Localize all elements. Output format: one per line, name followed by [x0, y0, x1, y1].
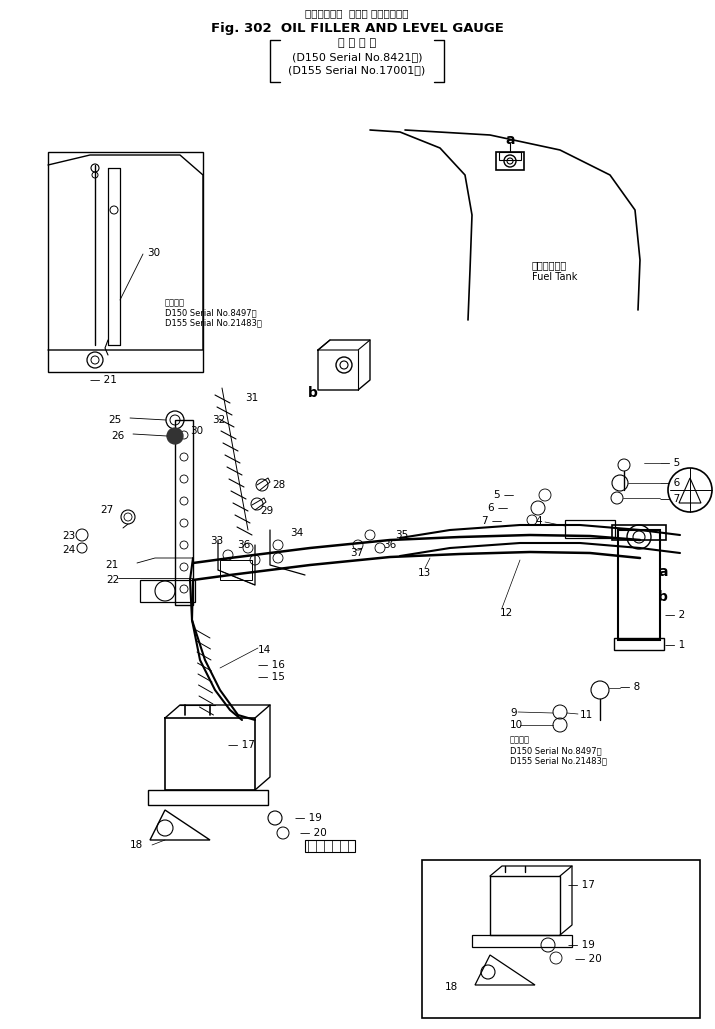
Text: 18: 18	[445, 982, 458, 992]
Bar	[612, 525, 666, 540]
Text: b: b	[308, 386, 318, 400]
Text: a: a	[658, 565, 668, 579]
Text: 26: 26	[111, 431, 124, 441]
Circle shape	[167, 428, 183, 443]
Text: 35: 35	[395, 530, 408, 540]
Text: 11: 11	[580, 710, 593, 720]
Bar	[565, 520, 615, 538]
Text: 6 —: 6 —	[488, 503, 508, 513]
Text: b: b	[658, 590, 668, 604]
Text: オイルフィラ  および レベルゲージ: オイルフィラ および レベルゲージ	[305, 8, 409, 17]
Text: 25: 25	[108, 415, 122, 425]
Text: 12: 12	[500, 608, 513, 618]
Text: 29: 29	[260, 506, 273, 516]
Text: — 1: — 1	[665, 640, 685, 650]
Bar	[148, 790, 268, 805]
Text: D155 Serial No.21483～: D155 Serial No.21483～	[510, 756, 607, 765]
Bar	[422, 860, 700, 1018]
Text: 32: 32	[212, 415, 225, 425]
Text: D155 Serial No.21483～: D155 Serial No.21483～	[165, 318, 262, 327]
Text: 30: 30	[190, 426, 203, 436]
Text: — 17: — 17	[568, 880, 595, 890]
Text: D150 Serial No.8497－: D150 Serial No.8497－	[165, 308, 257, 317]
Text: — 15: — 15	[258, 672, 285, 682]
Text: 36: 36	[237, 540, 250, 549]
Text: — 19: — 19	[568, 941, 595, 950]
Text: — 16: — 16	[258, 660, 285, 670]
Bar	[175, 420, 193, 605]
Text: 4: 4	[535, 516, 542, 526]
Text: 27: 27	[100, 505, 113, 514]
Text: 21: 21	[105, 560, 118, 570]
Text: — 5: — 5	[660, 458, 680, 468]
Text: 18: 18	[130, 840, 143, 850]
Text: (D155 Serial No.17001〜): (D155 Serial No.17001〜)	[288, 65, 425, 75]
Text: (D150 Serial No.8421〜): (D150 Serial No.8421〜)	[292, 52, 423, 62]
Bar	[220, 560, 252, 580]
Text: 31: 31	[245, 393, 258, 403]
Bar	[48, 152, 203, 372]
Text: 36: 36	[383, 540, 396, 549]
Text: — 21: — 21	[90, 375, 117, 385]
Text: — 17: — 17	[228, 740, 255, 750]
Text: — 6: — 6	[660, 478, 680, 488]
Text: 9: 9	[510, 708, 517, 718]
Bar	[140, 580, 195, 602]
Text: a: a	[506, 133, 515, 147]
Text: 13: 13	[418, 568, 431, 578]
Bar	[499, 152, 521, 159]
Text: — 19: — 19	[295, 813, 322, 823]
Text: — 20: — 20	[575, 954, 602, 964]
Text: — 20: — 20	[300, 828, 327, 838]
Text: 14: 14	[258, 645, 271, 655]
Bar	[618, 530, 660, 640]
Text: 10: 10	[510, 720, 523, 730]
Text: 28: 28	[272, 480, 285, 490]
Text: 24: 24	[62, 545, 75, 555]
Text: フェルタンク: フェルタンク	[532, 260, 567, 270]
Text: Fig. 302  OIL FILLER AND LEVEL GAUGE: Fig. 302 OIL FILLER AND LEVEL GAUGE	[210, 22, 503, 35]
Bar	[472, 935, 572, 947]
Bar	[305, 840, 355, 852]
Text: 37: 37	[350, 548, 363, 558]
Text: 34: 34	[290, 528, 303, 538]
Text: — 7: — 7	[660, 494, 680, 504]
Bar	[496, 152, 524, 170]
Text: — 8: — 8	[620, 682, 640, 691]
Text: 5 —: 5 —	[494, 490, 514, 500]
Text: 33: 33	[210, 536, 223, 546]
Text: D150 Serial No.8497－: D150 Serial No.8497－	[510, 746, 601, 755]
Text: 23: 23	[62, 531, 75, 541]
Text: — 2: — 2	[665, 610, 685, 620]
Text: 適用号機: 適用号機	[165, 298, 185, 307]
Text: 30: 30	[147, 248, 160, 258]
Text: 適 用 号 機: 適 用 号 機	[338, 38, 376, 48]
Text: Fuel Tank: Fuel Tank	[532, 272, 578, 282]
Bar	[614, 638, 664, 650]
Text: 適用号機: 適用号機	[510, 735, 530, 744]
Text: 22: 22	[106, 575, 119, 586]
Text: 7 —: 7 —	[482, 516, 502, 526]
